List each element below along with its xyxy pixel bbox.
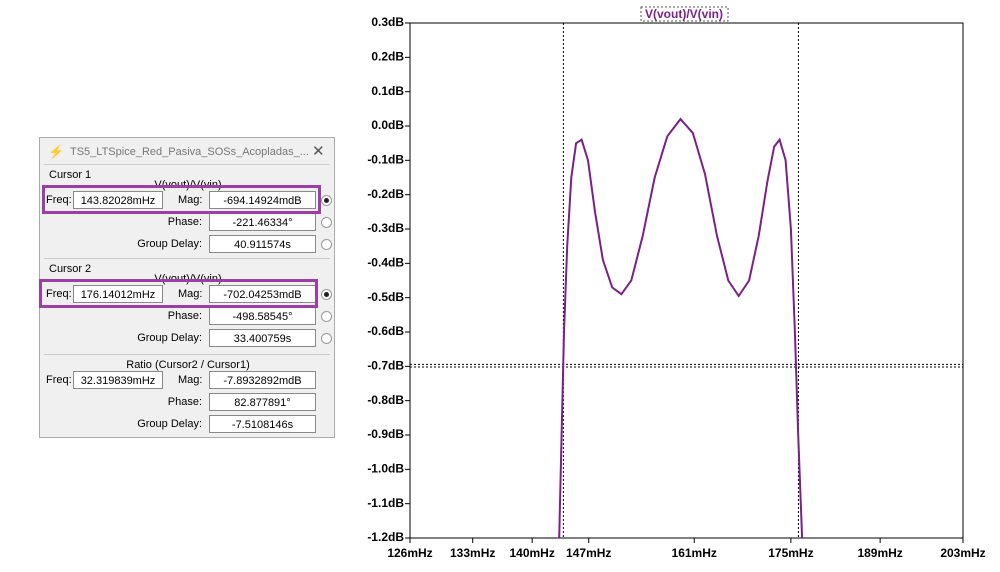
y-tick-label: -1.2dB — [367, 530, 404, 544]
dialog-title: TS5_LTSpice_Red_Pasiva_SOSs_Acopladas_..… — [70, 146, 309, 158]
phase-label: Phase: — [167, 310, 202, 322]
y-tick-label: -0.6dB — [367, 324, 404, 338]
y-tick-label: -1.0dB — [367, 462, 404, 476]
y-tick-label: 0.0dB — [371, 118, 404, 132]
radio-mag[interactable] — [321, 289, 332, 300]
plot-frame — [409, 22, 964, 539]
mag-field: -7.8932892mdB — [209, 371, 316, 389]
app-icon: ⚡ — [48, 144, 65, 159]
x-tick-label: 147mHz — [566, 546, 611, 560]
cursor-dialog: ⚡ TS5_LTSpice_Red_Pasiva_SOSs_Acopladas_… — [39, 137, 335, 438]
freq-field: 176.14012mHz — [73, 285, 163, 303]
x-tick-label: 133mHz — [450, 546, 495, 560]
gd-field: 33.400759s — [209, 329, 316, 347]
trace-line — [558, 117, 804, 538]
y-tick-label: -0.4dB — [367, 256, 404, 270]
radio-phase[interactable] — [321, 311, 332, 322]
close-button[interactable]: ✕ — [312, 143, 325, 160]
x-tick-label: 175mHz — [768, 546, 813, 560]
radio-gd[interactable] — [321, 333, 332, 344]
mag-label: Mag: — [178, 288, 203, 300]
phase-label: Phase: — [167, 216, 202, 228]
y-tick-label: 0.3dB — [371, 15, 404, 29]
separator — [44, 164, 330, 165]
freq-label: Freq: — [46, 194, 72, 206]
gd-label: Group Delay: — [137, 238, 202, 250]
x-tick-label: 140mHz — [509, 546, 554, 560]
x-tick-label: 203mHz — [940, 546, 985, 560]
highlight — [42, 185, 321, 214]
freq-label: Freq: — [46, 288, 72, 300]
gd-field: 40.911574s — [209, 235, 316, 253]
phase-field: 82.877891° — [209, 393, 316, 411]
separator — [44, 258, 330, 259]
section-label: Cursor 1 — [49, 169, 92, 181]
gd-label: Group Delay: — [137, 418, 202, 430]
y-tick-label: -1.1dB — [367, 496, 404, 510]
title-box — [640, 6, 729, 22]
y-tick-label: -0.7dB — [367, 359, 404, 373]
x-tick-label: 126mHz — [387, 546, 432, 560]
gd-field: -7.5108146s — [209, 415, 316, 433]
y-tick-label: -0.3dB — [367, 221, 404, 235]
freq-field: 32.319839mHz — [73, 371, 163, 389]
phase-field: -221.46334° — [209, 213, 316, 231]
radio-mag[interactable] — [321, 195, 332, 206]
highlight — [39, 279, 318, 308]
y-tick-label: -0.8dB — [367, 393, 404, 407]
radio-phase[interactable] — [321, 217, 332, 228]
section-label: Ratio (Cursor2 / Cursor1) — [126, 359, 250, 371]
mag-label: Mag: — [178, 374, 203, 386]
separator — [44, 354, 330, 355]
y-tick-label: -0.1dB — [367, 153, 404, 167]
section-label: Cursor 2 — [49, 263, 92, 275]
y-tick-label: -0.2dB — [367, 187, 404, 201]
mag-field: -702.04253mdB — [209, 285, 316, 303]
y-tick-label: 0.1dB — [371, 84, 404, 98]
phase-field: -498.58545° — [209, 307, 316, 325]
gd-label: Group Delay: — [137, 332, 202, 344]
freq-label: Freq: — [46, 374, 72, 386]
radio-gd[interactable] — [321, 239, 332, 250]
x-tick-label: 189mHz — [857, 546, 902, 560]
y-tick-label: -0.5dB — [367, 290, 404, 304]
mag-field: -694.14924mdB — [209, 191, 316, 209]
freq-field: 143.82028mHz — [73, 191, 163, 209]
mag-label: Mag: — [178, 194, 203, 206]
x-tick-label: 161mHz — [672, 546, 717, 560]
y-tick-label: 0.2dB — [371, 50, 404, 64]
y-tick-label: -0.9dB — [367, 427, 404, 441]
phase-label: Phase: — [167, 396, 202, 408]
plot-title: V(vout)/V(vin) — [645, 7, 723, 21]
